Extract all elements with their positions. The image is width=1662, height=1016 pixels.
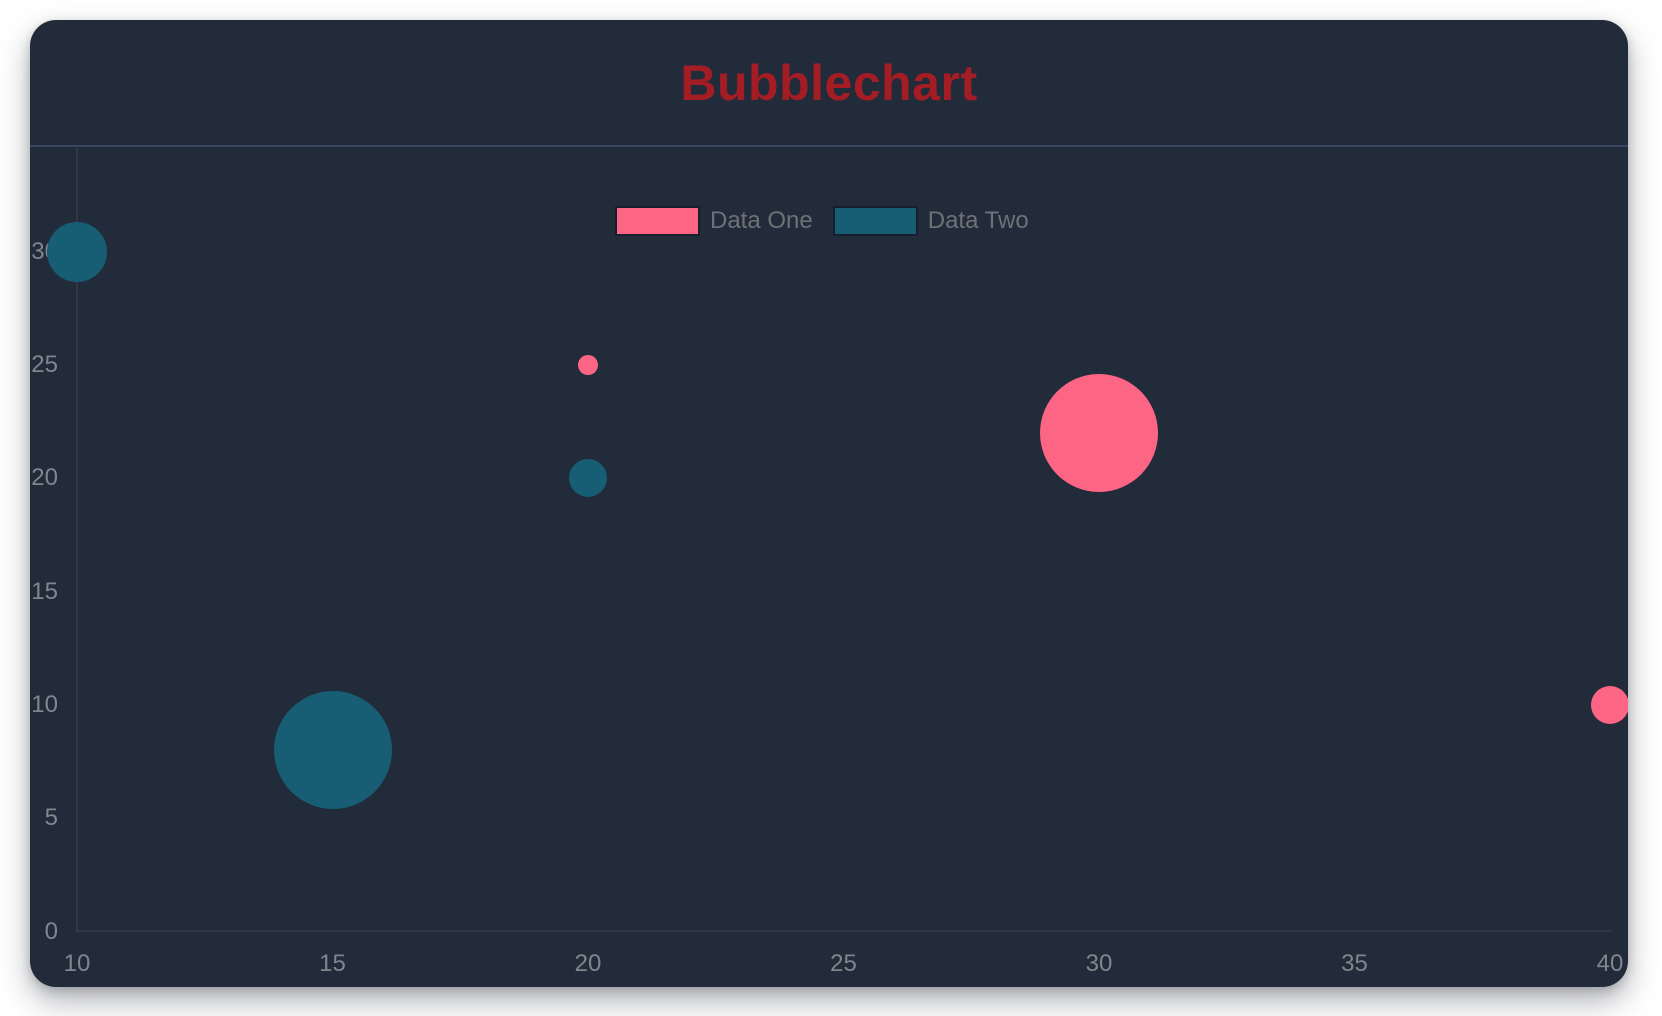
bubble-data-one-x30-y22[interactable] <box>1040 374 1158 493</box>
legend-label: Data One <box>710 207 813 234</box>
y-axis-line <box>76 148 78 932</box>
x-tick-label-30: 30 <box>1085 950 1113 977</box>
chart-header: Bubblechart <box>30 20 1628 146</box>
x-tick-label-35: 35 <box>1341 950 1368 977</box>
legend-swatch <box>617 208 698 234</box>
legend-item-data-one[interactable]: Data One <box>617 207 813 235</box>
y-tick-label-10: 10 <box>31 690 58 718</box>
y-tick-label-15: 15 <box>31 577 58 605</box>
legend-label: Data Two <box>927 207 1029 234</box>
y-tick-label-20: 20 <box>31 464 58 492</box>
chart-title: Bubblechart <box>680 55 978 111</box>
bubble-data-two-x15-y8[interactable] <box>273 691 392 810</box>
chart-card: Bubblechart Data One Data Two 10 15 20 25 30 3… <box>30 20 1628 987</box>
chart-legend: Data One Data Two <box>617 207 1029 235</box>
x-tick-label-25: 25 <box>830 950 857 977</box>
x-tick-label-40: 40 <box>1596 950 1624 977</box>
header-divider <box>30 145 1628 147</box>
bubble-data-two-x20-y20[interactable] <box>569 459 607 498</box>
y-tick-label-0: 0 <box>44 917 58 945</box>
bubble-data-one-x20-y25[interactable] <box>578 355 598 376</box>
plot-area: 10 15 20 25 30 35 40 0 5 10 15 20 25 30 <box>30 20 1628 987</box>
legend-item-data-two[interactable]: Data Two <box>834 207 1029 235</box>
legend-swatch <box>834 208 916 234</box>
y-tick-label-5: 5 <box>44 804 58 832</box>
bubble-data-one-x40-y10[interactable] <box>1591 685 1628 724</box>
x-tick-label-15: 15 <box>319 950 346 977</box>
bubble-data-two-x10-y30[interactable] <box>47 221 107 282</box>
x-tick-label-20: 20 <box>574 950 602 977</box>
x-tick-label-10: 10 <box>63 950 91 977</box>
x-axis-line <box>76 930 1612 932</box>
y-tick-label-25: 25 <box>31 351 58 379</box>
